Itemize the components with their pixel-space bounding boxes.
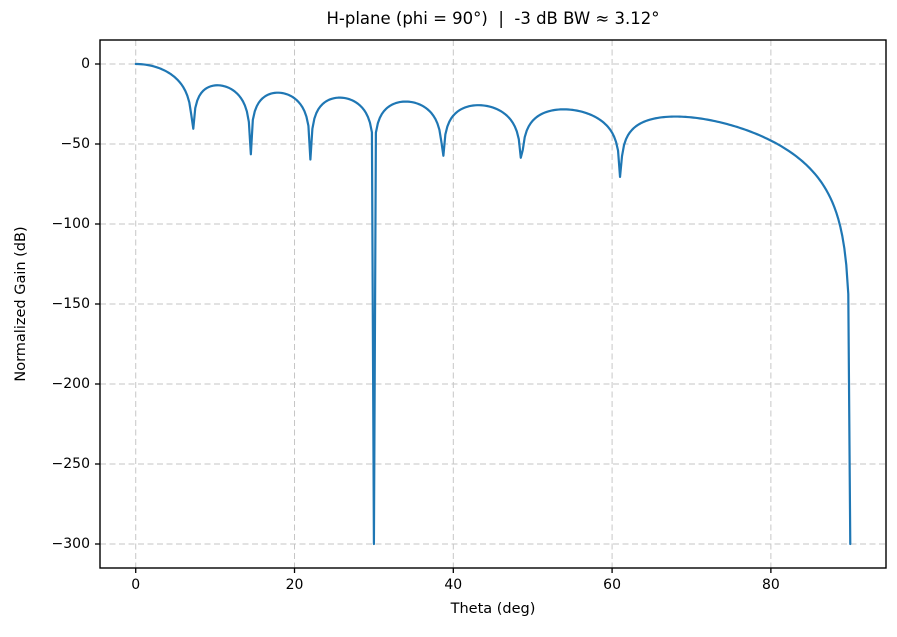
pattern-curve bbox=[134, 62, 852, 546]
y-tick-label: 0 bbox=[81, 56, 90, 72]
y-tick-label: −300 bbox=[51, 536, 90, 552]
x-tick-label: 20 bbox=[285, 577, 304, 593]
y-tick-label: −100 bbox=[51, 216, 90, 232]
x-tick-label: 60 bbox=[603, 577, 621, 593]
x-tick-label: 0 bbox=[131, 577, 141, 593]
y-tick-label: −150 bbox=[51, 296, 90, 312]
y-tick-label: −250 bbox=[51, 456, 90, 472]
x-tick-label: 40 bbox=[444, 577, 463, 593]
y-tick-label: −50 bbox=[60, 136, 90, 152]
x-axis-label: Theta (deg) bbox=[450, 601, 536, 617]
x-tick-label: 80 bbox=[761, 577, 780, 593]
chart-title: H-plane (phi = 90°) | -3 dB BW ≈ 3.12° bbox=[326, 9, 660, 28]
y-tick-label: −200 bbox=[51, 376, 90, 392]
